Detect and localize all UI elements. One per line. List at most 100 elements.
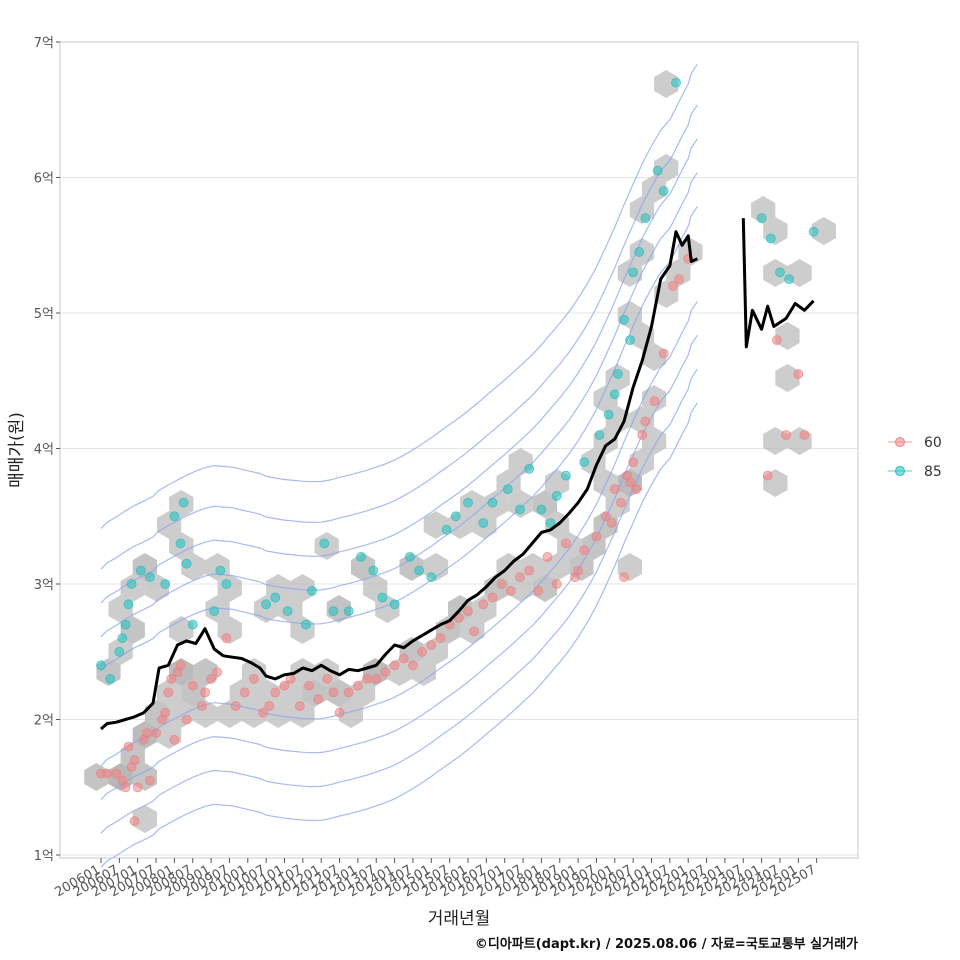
y-tick-label: 7억 — [34, 36, 54, 51]
point-60 — [181, 714, 192, 725]
y-tick-label: 1억 — [34, 849, 54, 864]
hexbin-cell — [508, 574, 533, 602]
point-60 — [175, 660, 186, 671]
point-85 — [221, 579, 232, 589]
point-85 — [328, 606, 339, 616]
hexbin-cell — [132, 805, 157, 833]
legend: 60 85 — [888, 435, 942, 480]
point-85 — [368, 565, 379, 576]
point-60 — [264, 701, 275, 711]
caption: ©디아파트(dapt.kr) / 2025.08.06 / 자료=국토교통부 실… — [475, 936, 858, 952]
point-85 — [114, 646, 125, 657]
point-60 — [169, 734, 180, 745]
point-60 — [762, 470, 773, 481]
density-contour — [100, 334, 698, 800]
legend-swatch — [895, 466, 905, 476]
point-85 — [634, 247, 645, 257]
point-85 — [775, 267, 785, 278]
point-60 — [637, 430, 648, 440]
point-60 — [163, 687, 174, 698]
point-60 — [343, 687, 354, 698]
y-tick-label: 4억 — [34, 443, 54, 458]
point-60 — [417, 646, 428, 657]
hexbin-cell — [666, 259, 691, 287]
point-85 — [784, 274, 794, 285]
point-60 — [463, 606, 473, 616]
point-60 — [625, 477, 635, 488]
point-60 — [600, 511, 611, 522]
point-60 — [352, 680, 363, 691]
point-60 — [505, 585, 516, 596]
point-60 — [551, 579, 562, 589]
point-60 — [609, 484, 620, 495]
point-60 — [398, 653, 409, 664]
hexbin-cell — [629, 448, 655, 476]
point-60 — [435, 633, 446, 644]
point-85 — [561, 470, 571, 481]
hexbin-cell — [508, 490, 533, 518]
point-85 — [579, 457, 590, 468]
hexbin-cell — [642, 343, 667, 371]
point-60 — [129, 816, 140, 826]
trend-line — [100, 230, 699, 731]
point-85 — [96, 660, 106, 671]
point-85 — [756, 213, 767, 224]
point-60 — [380, 667, 391, 677]
point-85 — [478, 518, 489, 528]
density-contours — [100, 63, 698, 868]
point-85 — [594, 430, 605, 440]
point-60 — [322, 674, 333, 684]
point-60 — [258, 707, 269, 718]
hexbin-cell — [581, 448, 606, 476]
point-60 — [628, 457, 638, 468]
hexbin-cell — [642, 427, 667, 455]
point-85 — [536, 504, 547, 515]
y-tick-label: 5억 — [34, 307, 54, 322]
point-60 — [166, 674, 177, 684]
point-85 — [515, 504, 525, 515]
point-60 — [270, 687, 281, 698]
point-60 — [313, 694, 324, 705]
hexbin-cell — [654, 70, 679, 98]
density-contour — [100, 63, 698, 529]
density-contour — [100, 104, 698, 570]
point-60 — [781, 430, 791, 440]
point-60 — [132, 782, 143, 793]
point-60 — [616, 497, 626, 508]
point-85 — [160, 579, 171, 589]
point-60 — [144, 775, 155, 786]
point-60 — [772, 335, 782, 346]
point-85 — [105, 674, 116, 684]
point-60 — [426, 640, 437, 650]
point-85 — [808, 226, 819, 237]
point-85 — [377, 592, 388, 603]
point-60 — [304, 680, 314, 691]
hexbin-cell — [290, 658, 315, 686]
x-axis: 2006012006072007012007072008012008072009… — [53, 858, 819, 900]
point-85 — [545, 518, 556, 528]
point-60 — [533, 585, 544, 596]
point-85 — [270, 592, 281, 603]
point-60 — [793, 369, 804, 379]
density-contour — [100, 368, 698, 834]
point-60 — [221, 633, 232, 644]
point-60 — [561, 538, 571, 549]
point-85 — [209, 606, 220, 616]
hexbin-cell — [642, 175, 667, 203]
point-60 — [573, 565, 583, 576]
point-60 — [579, 545, 590, 555]
point-85 — [671, 77, 681, 88]
point-85 — [169, 511, 180, 522]
point-85 — [628, 267, 638, 278]
y-axis-title: 매매가(원) — [7, 412, 27, 488]
point-85 — [551, 490, 562, 501]
point-60 — [591, 531, 602, 542]
density-contour — [100, 402, 698, 868]
point-60 — [212, 667, 223, 677]
point-60 — [799, 430, 810, 440]
hexbin-cell — [241, 658, 267, 686]
point-60 — [279, 680, 290, 691]
point-85 — [261, 599, 272, 610]
point-60 — [668, 280, 678, 291]
legend-swatch — [895, 437, 905, 447]
